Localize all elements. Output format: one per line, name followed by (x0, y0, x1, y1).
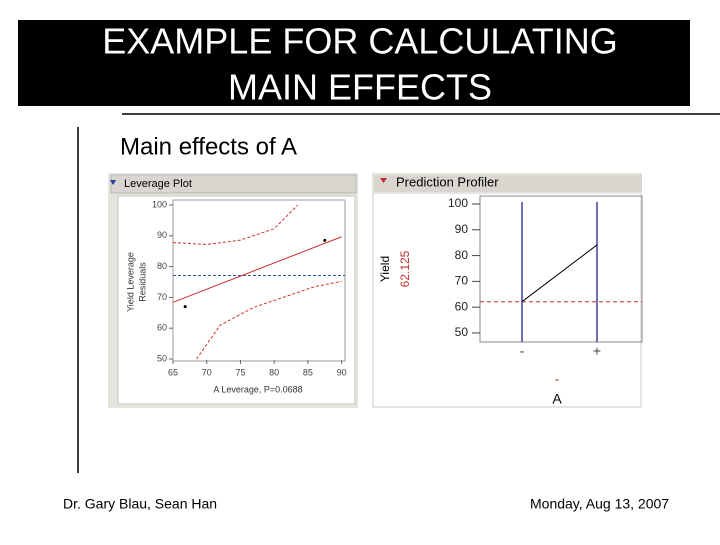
title: EXAMPLE FOR CALCULATING (102, 21, 617, 62)
point (183, 305, 187, 309)
y-axis-label: Yield Leverage (125, 252, 135, 312)
confidence-curve (196, 280, 342, 360)
x-tick-label: 75 (235, 367, 245, 377)
x-axis-label: A Leverage, P=0.0688 (213, 384, 302, 394)
y-tick-label: 60 (455, 299, 469, 313)
confidence-curve (172, 204, 299, 245)
y-tick-label: 80 (455, 248, 469, 262)
y-tick-label: 60 (157, 323, 167, 333)
x-tick-label: + (593, 343, 601, 359)
x-tick-label: 65 (168, 367, 178, 377)
plot-bg (374, 194, 640, 406)
current-setting: - (555, 371, 560, 387)
current-value: 62.125 (398, 250, 412, 287)
plot-frame (479, 195, 643, 343)
y-tick-label: 70 (455, 274, 469, 288)
y-axis-label: Yield (378, 256, 392, 282)
y-tick-label: 50 (455, 325, 469, 339)
x-tick-label: 90 (337, 367, 347, 377)
panel-title: Prediction Profiler (396, 174, 499, 189)
footer: Dr. Gary Blau, Sean Han (63, 496, 217, 512)
disclosure (110, 180, 116, 185)
panel-title: Leverage Plot (124, 178, 192, 190)
y-axis-label: Residuals (137, 262, 147, 302)
plot-frame (172, 199, 346, 362)
fit-line (172, 236, 342, 303)
y-tick-label: 90 (455, 222, 469, 236)
x-tick-label: 85 (303, 367, 313, 377)
title: MAIN EFFECTS (228, 67, 492, 108)
y-tick-label: 100 (152, 199, 167, 209)
x-tick-label: 70 (202, 367, 212, 377)
y-tick-label: 80 (157, 261, 167, 271)
title-bar (18, 20, 690, 106)
y-tick-label: 100 (448, 196, 468, 210)
panel-header (374, 175, 642, 192)
subtitle: Main effects of A (120, 133, 297, 160)
profile-line (521, 244, 598, 303)
panel-header (110, 174, 357, 194)
y-tick-label: 50 (157, 353, 167, 363)
y-tick-label: 70 (157, 292, 167, 302)
footer: Monday, Aug 13, 2007 (530, 496, 669, 512)
x-tick-label: - (520, 343, 525, 359)
x-axis-label: A (552, 391, 562, 407)
y-tick-label: 90 (157, 230, 167, 240)
point (323, 238, 327, 242)
disclosure (380, 178, 387, 183)
x-tick-label: 80 (269, 367, 279, 377)
plot-bg (117, 195, 356, 405)
